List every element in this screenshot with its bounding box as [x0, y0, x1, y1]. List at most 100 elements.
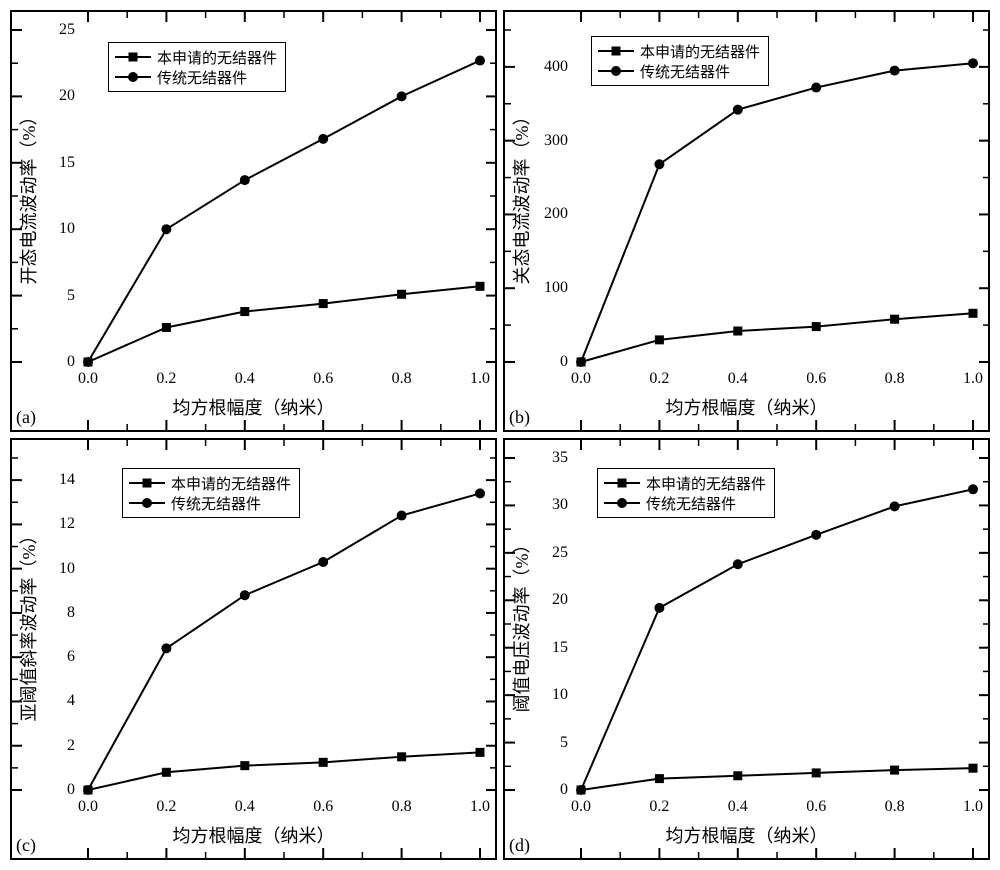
legend-row-conventional: 传统无结器件: [598, 61, 760, 81]
square-marker: [397, 752, 406, 761]
legend-row-proposed: 本申请的无结器件: [604, 473, 766, 493]
square-marker: [476, 282, 485, 291]
circle-marker: [240, 175, 250, 185]
square-marker: [162, 768, 171, 777]
y-tick-label: 4: [67, 692, 75, 710]
y-tick-label: 20: [552, 591, 568, 609]
y-tick-label: 300: [544, 132, 568, 150]
square-icon: [115, 56, 151, 58]
square-marker: [890, 315, 899, 324]
circle-marker: [890, 501, 900, 511]
circle-marker: [397, 91, 407, 101]
x-tick-label: 0.4: [728, 370, 748, 388]
y-tick-label: 20: [59, 87, 75, 105]
conventional-line: [88, 61, 480, 362]
circle-marker: [397, 511, 407, 521]
y-tick-label: 100: [544, 279, 568, 297]
square-marker: [84, 786, 93, 795]
y-tick-label: 200: [544, 205, 568, 223]
circle-icon: [598, 70, 634, 72]
proposed-line: [581, 768, 973, 790]
legend-label: 传统无结器件: [157, 67, 247, 88]
legend-row-proposed: 本申请的无结器件: [598, 41, 760, 61]
proposed-line: [88, 752, 480, 790]
x-tick-label: 0.6: [313, 798, 333, 816]
square-marker: [577, 786, 586, 795]
square-marker: [655, 774, 664, 783]
circle-marker: [968, 484, 978, 494]
x-tick-label: 0.8: [885, 370, 905, 388]
circle-marker: [654, 603, 664, 613]
legend-label: 传统无结器件: [646, 493, 736, 514]
y-tick-label: 0: [67, 353, 75, 371]
proposed-line: [88, 286, 480, 362]
y-tick-label: 5: [67, 287, 75, 305]
square-marker: [969, 309, 978, 318]
square-marker: [476, 748, 485, 757]
panel-tag: (a): [16, 407, 36, 428]
panel-tag: (c): [16, 835, 36, 856]
square-marker: [577, 358, 586, 367]
x-tick-label: 1.0: [963, 798, 983, 816]
square-marker: [84, 358, 93, 367]
circle-marker: [968, 58, 978, 68]
square-marker: [319, 758, 328, 767]
circle-marker: [475, 488, 485, 498]
x-tick-label: 0.0: [571, 798, 591, 816]
y-axis-label: 亚阈值斜率波动率（%）: [15, 527, 41, 722]
x-axis-label: 均方根幅度（纳米）: [173, 394, 335, 420]
circle-marker: [733, 559, 743, 569]
circle-marker: [811, 530, 821, 540]
legend-label: 传统无结器件: [171, 493, 261, 514]
y-tick-label: 25: [59, 21, 75, 39]
legend-label: 本申请的无结器件: [640, 41, 760, 62]
panel-tag: (d): [509, 835, 530, 856]
y-axis-label: 阈值电压波动率（%）: [508, 536, 534, 713]
circle-marker: [318, 134, 328, 144]
square-marker: [655, 335, 664, 344]
y-axis-label: 开态电流波动率（%）: [15, 108, 41, 285]
x-tick-label: 0.8: [885, 798, 905, 816]
square-icon: [598, 50, 634, 52]
x-tick-label: 0.8: [392, 798, 412, 816]
chart-panel: 0.00.20.40.60.81.00100200300400均方根幅度（纳米）…: [503, 10, 990, 432]
x-tick-label: 0.2: [156, 370, 176, 388]
square-marker: [733, 327, 742, 336]
conventional-line: [581, 489, 973, 790]
x-tick-label: 0.0: [78, 370, 98, 388]
chart-panel: 0.00.20.40.60.81.002468101214均方根幅度（纳米）亚阈…: [10, 438, 497, 860]
square-marker: [397, 290, 406, 299]
y-tick-label: 0: [560, 781, 568, 799]
legend: 本申请的无结器件传统无结器件: [591, 36, 769, 86]
y-tick-label: 0: [67, 781, 75, 799]
square-marker: [162, 323, 171, 332]
y-tick-label: 35: [552, 449, 568, 467]
y-tick-label: 2: [67, 737, 75, 755]
square-icon: [129, 482, 165, 484]
square-marker: [733, 771, 742, 780]
square-marker: [890, 766, 899, 775]
x-axis-label: 均方根幅度（纳米）: [666, 822, 828, 848]
y-tick-label: 30: [552, 496, 568, 514]
legend-label: 本申请的无结器件: [646, 473, 766, 494]
legend: 本申请的无结器件传统无结器件: [122, 468, 300, 518]
y-tick-label: 25: [552, 544, 568, 562]
panel-tag: (b): [509, 407, 530, 428]
x-tick-label: 1.0: [470, 370, 490, 388]
circle-icon: [115, 76, 151, 78]
legend: 本申请的无结器件传统无结器件: [597, 468, 775, 518]
y-tick-label: 8: [67, 604, 75, 622]
square-marker: [812, 768, 821, 777]
y-tick-label: 14: [59, 471, 75, 489]
circle-marker: [161, 643, 171, 653]
legend-row-conventional: 传统无结器件: [115, 67, 277, 87]
circle-marker: [733, 105, 743, 115]
x-tick-label: 0.6: [313, 370, 333, 388]
legend-row-conventional: 传统无结器件: [604, 493, 766, 513]
y-tick-label: 0: [560, 353, 568, 371]
x-tick-label: 0.0: [571, 370, 591, 388]
x-tick-label: 0.6: [806, 798, 826, 816]
legend-label: 本申请的无结器件: [157, 47, 277, 68]
y-tick-label: 15: [59, 154, 75, 172]
legend-label: 传统无结器件: [640, 61, 730, 82]
